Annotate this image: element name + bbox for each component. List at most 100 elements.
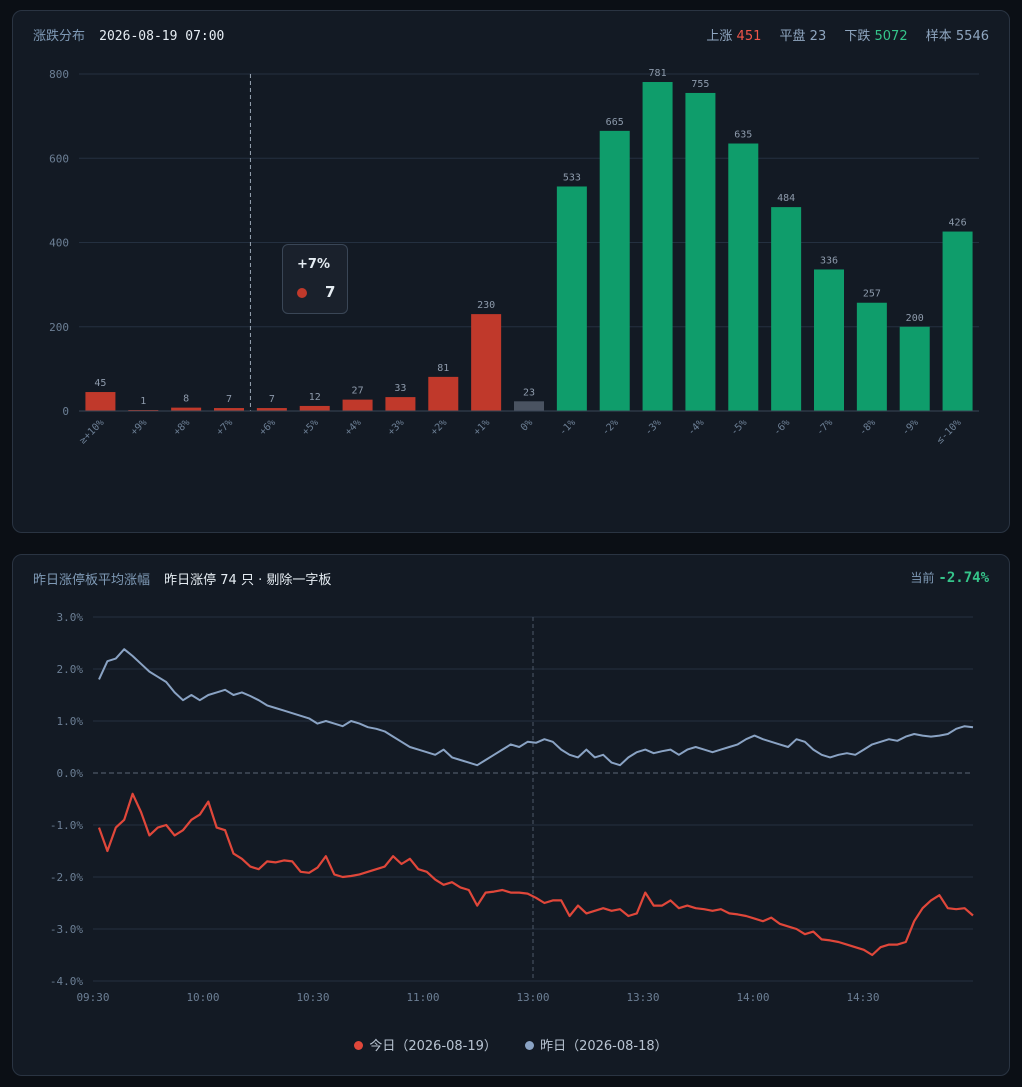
bar-value-label: 200 xyxy=(906,313,924,324)
line-x-tick: 09:30 xyxy=(76,991,109,1004)
distribution-title: 涨跌分布 xyxy=(33,29,86,44)
bar-tooltip: +7% 7 xyxy=(282,244,348,314)
legend-today-dot xyxy=(354,1041,364,1050)
bar-value-label: 781 xyxy=(649,68,667,79)
line-y-tick: -1.0% xyxy=(50,819,83,832)
bar xyxy=(771,207,802,411)
current-label: 当前 xyxy=(910,571,935,585)
distribution-datetime: 2026-08-19 07:00 xyxy=(99,29,225,44)
bar-value-label: 230 xyxy=(477,300,495,311)
tooltip-value: 7 xyxy=(325,283,336,301)
bar-value-label: 33 xyxy=(394,383,406,394)
line-x-tick: 14:00 xyxy=(736,991,769,1004)
limit-up-panel: 昨日涨停板平均涨幅 昨日涨停 74 只 · 剔除一字板 当前 -2.74% 3.0… xyxy=(12,554,1010,1076)
limit-up-subtitle: 昨日涨停 74 只 · 剔除一字板 xyxy=(164,573,332,588)
bar-value-label: 755 xyxy=(691,79,709,90)
bar xyxy=(856,302,887,411)
bar-x-tick: -6% xyxy=(772,417,793,438)
bar-x-tick: +3% xyxy=(386,417,407,438)
bar-x-tick: -7% xyxy=(815,417,836,438)
bar-y-tick: 200 xyxy=(49,321,69,334)
line-y-tick: 2.0% xyxy=(57,663,84,676)
bar xyxy=(471,314,502,411)
bar-y-tick: 800 xyxy=(49,68,69,81)
bar-x-tick: ≥+10% xyxy=(77,417,106,446)
today-series-line xyxy=(97,792,974,957)
distribution-panel: 涨跌分布 2026-08-19 07:00 上涨 451 平盘 23 下跌 50… xyxy=(12,10,1010,533)
bar xyxy=(728,143,759,411)
bar-x-tick: -5% xyxy=(729,417,750,438)
bar xyxy=(171,407,202,411)
stat-flat: 平盘 23 xyxy=(779,29,827,44)
bar-value-label: 257 xyxy=(863,289,881,300)
bar xyxy=(642,82,673,411)
bar-y-tick: 0 xyxy=(62,405,69,418)
bar-y-tick: 600 xyxy=(49,152,69,165)
line-y-tick: -2.0% xyxy=(50,871,83,884)
bar-value-label: 45 xyxy=(94,378,106,389)
bar-x-tick: +7% xyxy=(215,417,236,438)
bar xyxy=(85,392,116,411)
bar-x-tick: -3% xyxy=(643,417,664,438)
tooltip-dot xyxy=(297,288,307,298)
line-x-tick: 11:00 xyxy=(406,991,439,1004)
bar xyxy=(256,408,287,411)
tooltip-category: +7% xyxy=(297,257,330,272)
line-y-tick: -4.0% xyxy=(50,975,83,988)
legend-yesterday-dot xyxy=(525,1041,535,1050)
line-x-tick: 10:00 xyxy=(186,991,219,1004)
stat-sample: 样本 5546 xyxy=(925,29,989,44)
bar xyxy=(556,186,587,411)
bar-x-tick: -8% xyxy=(857,417,878,438)
bar xyxy=(599,130,630,411)
bar-value-label: 635 xyxy=(734,130,752,141)
bar-x-tick: -1% xyxy=(557,417,578,438)
bar-value-label: 426 xyxy=(949,218,967,229)
limit-up-line-chart[interactable]: 3.0% 2.0% 1.0% 0.0% -1.0% -2.0% -3.0% -4.0% 09:3… xyxy=(13,555,1009,1075)
bar-value-label: 23 xyxy=(523,387,535,398)
line-x-tick: 10:30 xyxy=(296,991,329,1004)
bar xyxy=(514,401,544,411)
distribution-header: 涨跌分布 2026-08-19 07:00 上涨 451 平盘 23 下跌 50… xyxy=(13,25,1009,45)
bar-x-tick: +4% xyxy=(343,417,364,438)
bar-x-tick: -2% xyxy=(600,417,621,438)
line-y-tick: 3.0% xyxy=(57,611,84,624)
bar-x-tick: 0% xyxy=(519,417,535,433)
line-y-tick: -3.0% xyxy=(50,923,83,936)
bar-x-tick: +5% xyxy=(300,417,321,438)
bar xyxy=(942,231,973,411)
distribution-stats: 上涨 451 平盘 23 下跌 5072 样本 5546 xyxy=(692,25,989,44)
bar-x-tick: +8% xyxy=(172,417,193,438)
bar-x-tick: +1% xyxy=(472,417,493,438)
bar-value-label: 336 xyxy=(820,255,838,266)
bar-x-tick: -4% xyxy=(686,417,707,438)
bar-value-label: 1 xyxy=(140,396,146,407)
limit-up-header: 昨日涨停板平均涨幅 昨日涨停 74 只 · 剔除一字板 当前 -2.74% xyxy=(13,569,1009,589)
bar-value-label: 8 xyxy=(183,394,189,405)
current-value: -2.74% xyxy=(938,570,989,586)
bar-x-tick: ≤-10% xyxy=(935,417,964,446)
bar xyxy=(685,92,716,412)
stat-down: 下跌 5072 xyxy=(844,29,908,44)
bar xyxy=(214,408,244,411)
bar-value-label: 665 xyxy=(606,117,624,128)
bar-x-tick: -9% xyxy=(900,417,921,438)
bar-x-tick: +6% xyxy=(257,417,278,438)
limit-up-title: 昨日涨停板平均涨幅 xyxy=(33,573,151,588)
bar-value-label: 27 xyxy=(352,386,364,397)
bar-y-tick: 400 xyxy=(49,237,69,250)
legend-today[interactable]: 今日（2026-08-19） xyxy=(354,1035,497,1054)
legend-yesterday[interactable]: 昨日（2026-08-18） xyxy=(525,1035,668,1054)
bar xyxy=(299,405,330,411)
yesterday-series-line xyxy=(98,648,974,767)
distribution-bar-chart[interactable]: 0 200 400 600 800 45 ≥+10% 1 +9% 8 +8% 7 +7% 7 +6% 12 +5… xyxy=(13,11,1009,532)
line-x-tick: 13:00 xyxy=(516,991,549,1004)
line-legend: 今日（2026-08-19） 昨日（2026-08-18） xyxy=(13,1035,1009,1054)
bar xyxy=(385,397,416,411)
bar-value-label: 12 xyxy=(309,392,321,403)
bar xyxy=(342,399,373,411)
line-y-tick: 1.0% xyxy=(57,715,84,728)
bar-value-label: 533 xyxy=(563,172,581,183)
bar-value-label: 7 xyxy=(226,394,232,405)
line-x-tick: 14:30 xyxy=(846,991,879,1004)
